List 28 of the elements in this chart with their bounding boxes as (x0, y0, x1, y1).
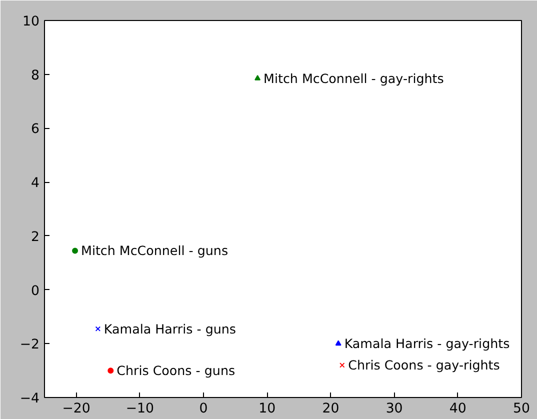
point (72, 248, 78, 254)
y-tick-label: 2 (31, 230, 40, 245)
x-tick-label: 10 (258, 402, 276, 416)
x-tick-label: 20 (322, 402, 340, 416)
point (254, 75, 261, 80)
series-label: Kamala Harris - guns (104, 321, 236, 336)
y-tick-label: −2 (20, 338, 40, 353)
x-tick-label: −20 (62, 402, 90, 416)
point (340, 362, 345, 368)
series-label: Kamala Harris - gay-rights (344, 336, 510, 352)
x-tick-label: 50 (513, 402, 530, 416)
y-tick-label: 0 (31, 284, 40, 299)
point (335, 340, 342, 346)
y-tick-label: 8 (31, 68, 40, 84)
point (95, 326, 101, 332)
x-tick-label: 30 (386, 402, 403, 416)
point (108, 368, 114, 374)
series-label: Mitch McConnell - guns (81, 243, 228, 258)
y-tick-label: 4 (31, 176, 40, 192)
series-label: Mitch McConnell - gay-rights (264, 70, 444, 86)
y-tick-label: −4 (20, 392, 40, 406)
x-tick-label: 40 (449, 402, 466, 416)
y-tick-label: 10 (22, 14, 40, 30)
series-label: Chris Coons - gay-rights (348, 358, 500, 373)
x-tick-label: 0 (199, 402, 208, 416)
x-tick-label: −10 (126, 402, 154, 416)
series-label: Chris Coons - guns (116, 363, 236, 378)
y-tick-label: 6 (31, 122, 40, 138)
